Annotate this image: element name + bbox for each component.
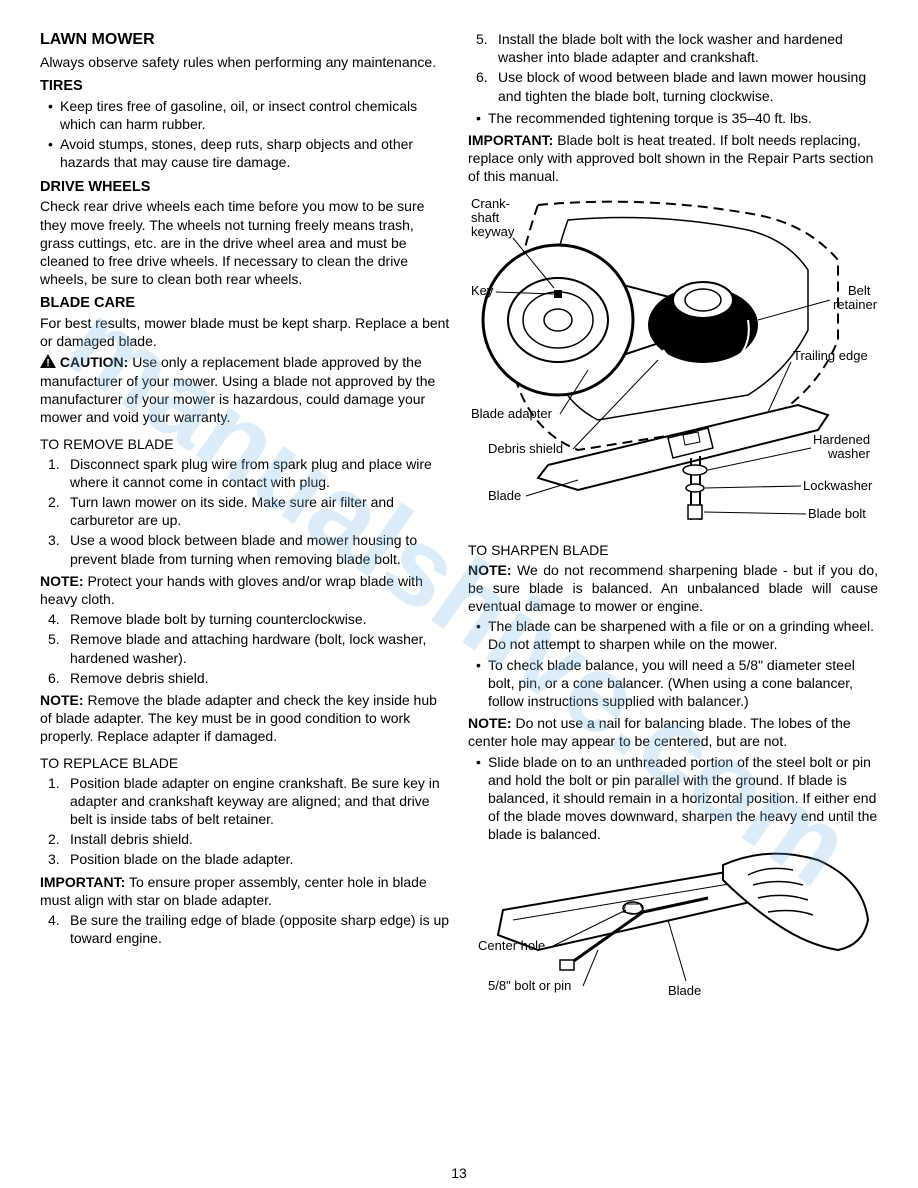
intro-text: Always observe safety rules when perform… (40, 53, 450, 71)
svg-text:Blade bolt: Blade bolt (808, 506, 866, 521)
replace-step-4: 4.Be sure the trailing edge of blade (op… (40, 911, 450, 947)
list-item: 1.Position blade adapter on engine crank… (48, 774, 450, 829)
blade-balance-diagram: Center hole 5/8" bolt or pin Blade (468, 850, 878, 1000)
list-item: The recommended tightening torque is 35–… (476, 109, 878, 127)
note-text: Do not use a nail for balancing blade. T… (468, 715, 851, 749)
note-text: Protect your hands with gloves and/or wr… (40, 573, 423, 607)
left-column: LAWN MOWER Always observe safety rules w… (40, 30, 450, 1000)
note-label: NOTE: (40, 573, 84, 589)
note-label: NOTE: (468, 715, 512, 731)
note-label: NOTE: (468, 562, 512, 578)
svg-text:washer: washer (827, 446, 871, 461)
caution-paragraph: ! CAUTION: Use only a replacement blade … (40, 353, 450, 427)
tires-heading: TIRES (40, 77, 450, 96)
svg-text:keyway: keyway (471, 224, 515, 239)
drive-wheels-heading: DRIVE WHEELS (40, 178, 450, 197)
note-text: Remove the blade adapter and check the k… (40, 692, 437, 744)
list-item: 6.Use block of wood between blade and la… (476, 68, 878, 104)
note-paragraph: NOTE: Protect your hands with gloves and… (40, 572, 450, 608)
list-item: To check blade balance, you will need a … (476, 656, 878, 711)
list-item: The blade can be sharpened with a file o… (476, 617, 878, 653)
replace-steps: 1.Position blade adapter on engine crank… (40, 774, 450, 869)
list-item: Avoid stumps, stones, deep ruts, sharp o… (48, 135, 450, 171)
blade-care-heading: BLADE CARE (40, 294, 450, 313)
remove-steps: 1.Disconnect spark plug wire from spark … (40, 455, 450, 568)
torque-bullet: The recommended tightening torque is 35–… (468, 109, 878, 127)
remove-blade-heading: TO REMOVE BLADE (40, 435, 450, 453)
svg-text:Trailing edge: Trailing edge (793, 348, 868, 363)
note-label: NOTE: (40, 692, 84, 708)
warning-icon: ! (40, 354, 56, 372)
sharpen-list: The blade can be sharpened with a file o… (468, 617, 878, 710)
drive-wheels-text: Check rear drive wheels each time before… (40, 197, 450, 288)
svg-text:Hardened: Hardened (813, 432, 870, 447)
right-column: 5.Install the blade bolt with the lock w… (468, 30, 878, 1000)
blade-care-text: For best results, mower blade must be ke… (40, 314, 450, 350)
list-item: 1.Disconnect spark plug wire from spark … (48, 455, 450, 491)
page-number: 13 (451, 1164, 467, 1182)
svg-text:Lockwasher: Lockwasher (803, 478, 873, 493)
important-label: IMPORTANT: (468, 132, 553, 148)
remove-steps-2: 4.Remove blade bolt by turning countercl… (40, 610, 450, 687)
note-paragraph: NOTE: Do not use a nail for balancing bl… (468, 714, 878, 750)
list-item: 5.Remove blade and attaching hardware (b… (48, 630, 450, 666)
list-item: 4.Be sure the trailing edge of blade (op… (48, 911, 450, 947)
list-item: Slide blade on to an unthreaded portion … (476, 753, 878, 844)
list-item: Keep tires free of gasoline, oil, or ins… (48, 97, 450, 133)
slide-bullet: Slide blade on to an unthreaded portion … (468, 753, 878, 844)
caution-label: CAUTION: (60, 354, 128, 370)
svg-text:Blade adapter: Blade adapter (471, 406, 553, 421)
svg-text:!: ! (46, 358, 49, 368)
note-text: We do not recommend sharpening blade - b… (468, 562, 878, 614)
list-item: 5.Install the blade bolt with the lock w… (476, 30, 878, 66)
note-paragraph: NOTE: We do not recommend sharpening bla… (468, 561, 878, 616)
svg-text:Key: Key (471, 283, 494, 298)
svg-text:retainer: retainer (833, 297, 878, 312)
svg-text:Crank-: Crank- (471, 196, 510, 211)
list-item: 3.Position blade on the blade adapter. (48, 850, 450, 868)
sharpen-heading: TO SHARPEN BLADE (468, 541, 878, 559)
important-paragraph: IMPORTANT: Blade bolt is heat treated. I… (468, 131, 878, 186)
list-item: 2.Turn lawn mower on its side. Make sure… (48, 493, 450, 529)
important-paragraph: IMPORTANT: To ensure proper assembly, ce… (40, 873, 450, 909)
svg-text:Debris shield: Debris shield (488, 441, 563, 456)
content-columns: LAWN MOWER Always observe safety rules w… (40, 30, 878, 1000)
list-item: 6.Remove debris shield. (48, 669, 450, 687)
svg-text:Belt: Belt (848, 283, 871, 298)
blade-assembly-diagram: Crank- shaft keyway Key Blade adapter De… (468, 190, 878, 535)
list-item: 2.Install debris shield. (48, 830, 450, 848)
svg-text:shaft: shaft (471, 210, 500, 225)
steps-5-6: 5.Install the blade bolt with the lock w… (468, 30, 878, 105)
main-title: LAWN MOWER (40, 30, 450, 51)
bolt-pin-label: 5/8" bolt or pin (488, 978, 571, 993)
tires-list: Keep tires free of gasoline, oil, or ins… (40, 97, 450, 172)
blade-label: Blade (668, 983, 701, 998)
list-item: 4.Remove blade bolt by turning countercl… (48, 610, 450, 628)
important-label: IMPORTANT: (40, 874, 125, 890)
center-hole-label: Center hole (478, 938, 545, 953)
svg-text:Blade: Blade (488, 488, 521, 503)
list-item: 3.Use a wood block between blade and mow… (48, 531, 450, 567)
note-paragraph: NOTE: Remove the blade adapter and check… (40, 691, 450, 746)
replace-blade-heading: TO REPLACE BLADE (40, 754, 450, 772)
